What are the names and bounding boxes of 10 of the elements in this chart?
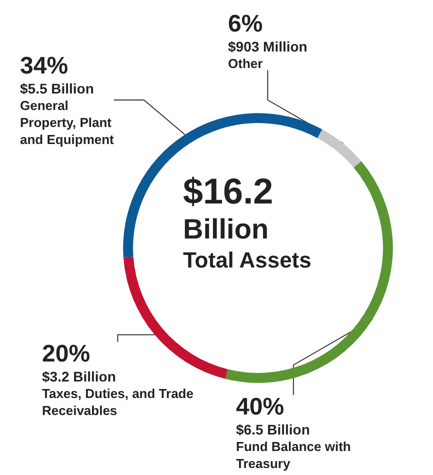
slice-label: $6.5 Billion Fund Balance with Treasury <box>236 422 351 471</box>
text: Total Assets <box>183 248 312 272</box>
text: $16.2 Billion <box>183 170 274 244</box>
data-label: 40% <box>236 394 284 420</box>
slice-label: $5.5 Billion General Property, Plant and Equipment <box>20 80 115 147</box>
data-label: 6% <box>228 10 263 38</box>
slice-label: $903 Million Other <box>228 38 308 71</box>
slice-label: $3.2 Billion Taxes, Duties, and Trade Receivables <box>42 368 194 418</box>
data-label: 34% <box>20 52 68 80</box>
data-label: 20% <box>42 340 90 368</box>
